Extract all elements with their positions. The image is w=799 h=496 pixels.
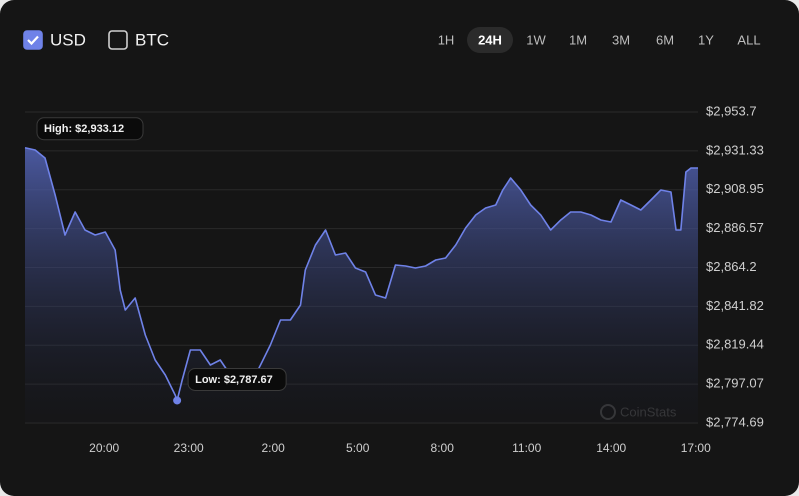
- check-icon: [27, 35, 39, 46]
- x-tick-label: 5:00: [346, 441, 370, 455]
- currency-checkbox[interactable]: [23, 30, 43, 50]
- range-button[interactable]: 1Y: [698, 32, 714, 47]
- x-tick-label: 8:00: [431, 441, 455, 455]
- range-button[interactable]: 1H: [438, 32, 455, 47]
- x-tick-label: 2:00: [262, 441, 286, 455]
- y-tick-label: $2,774.69: [706, 414, 764, 429]
- annotation-box: [36, 117, 144, 141]
- area-fill: [25, 147, 698, 423]
- range-button[interactable]: 1M: [569, 32, 587, 47]
- range-active-pill: [467, 27, 513, 53]
- annotation-label: High: $2,933.12: [44, 123, 124, 135]
- x-tick-label: 23:00: [174, 441, 204, 455]
- range-button[interactable]: 3M: [612, 32, 630, 47]
- range-button[interactable]: ALL: [737, 32, 760, 47]
- annotation-label: Low: $2,787.67: [195, 374, 273, 386]
- x-tick-label: 20:00: [89, 441, 119, 455]
- y-tick-label: $2,953.7: [706, 103, 757, 118]
- currency-label[interactable]: USD: [50, 30, 86, 49]
- y-tick-label: $2,797.07: [706, 376, 764, 391]
- currency-label[interactable]: BTC: [135, 30, 169, 49]
- y-tick-label: $2,819.44: [706, 337, 764, 352]
- range-button[interactable]: 1W: [526, 32, 546, 47]
- y-tick-label: $2,931.33: [706, 142, 764, 157]
- x-tick-label: 14:00: [596, 441, 626, 455]
- y-tick-label: $2,908.95: [706, 181, 764, 196]
- y-tick-label: $2,864.2: [706, 259, 757, 274]
- x-tick-label: 11:00: [512, 441, 541, 455]
- range-button[interactable]: 24H: [478, 32, 502, 47]
- range-button[interactable]: 6M: [656, 32, 674, 47]
- x-tick-label: 17:00: [681, 441, 711, 455]
- annotation-box: [187, 367, 287, 391]
- currency-checkbox[interactable]: [108, 30, 128, 50]
- y-tick-label: $2,886.57: [706, 220, 764, 235]
- low-marker: [173, 396, 182, 405]
- y-tick-label: $2,841.82: [706, 298, 764, 313]
- price-line: [24, 146, 698, 402]
